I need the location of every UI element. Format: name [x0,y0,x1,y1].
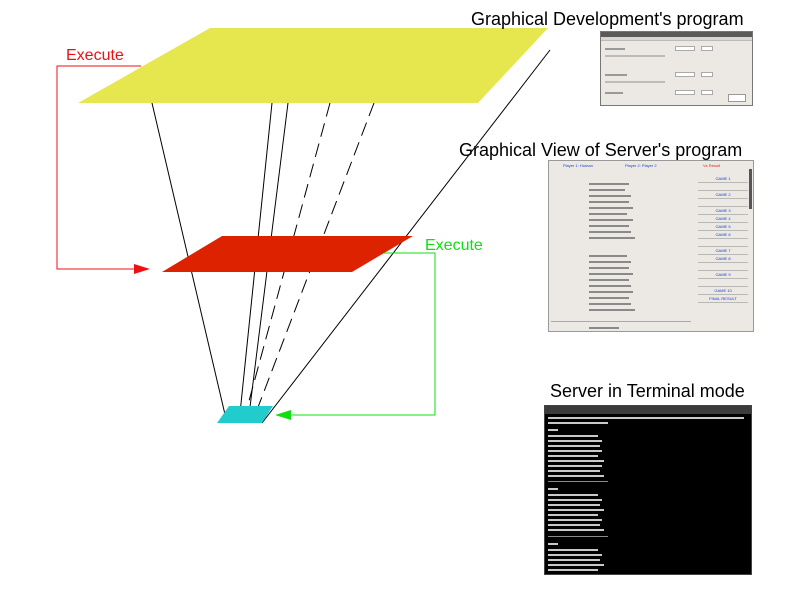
server-view-game-list: GAME 1 GAME 2 GAME 3 GAME 4 GAME 5 GAME … [698,175,748,303]
graphical-dev-title: Graphical Development's program [471,9,744,29]
bottom-plane [217,406,273,423]
game-cell: FINAL RESULT [698,295,748,303]
dev-program-screenshot [600,31,753,106]
server-view-scrollbar [749,169,752,209]
server-view-header-left: Player 1: Human [563,163,593,168]
execute-green-label: Execute [425,237,483,254]
game-cell: GAME 3 [698,207,748,215]
game-cell: GAME 9 [698,271,748,279]
server-view-header-right: Vs Result [703,163,721,168]
top-plane [78,28,548,103]
execute-green-arrow [275,252,436,420]
execute-red-arrow [56,65,150,274]
graphical-view-title: Graphical View of Server's program [459,140,743,160]
server-terminal-title: Server in Terminal mode [550,381,745,401]
server-view-header-mid: Player 2: Player 2 [625,163,657,168]
server-view-screenshot: Player 1: Human Player 2: Player 2 Vs Re… [548,160,754,332]
middle-plane [162,236,413,272]
game-cell: GAME 8 [698,255,748,263]
game-cell: GAME 1 [698,175,748,183]
game-cell: GAME 2 [698,191,748,199]
terminal-screenshot [544,405,752,575]
execute-red-label: Execute [66,47,124,64]
game-cell: GAME 10 [698,287,748,295]
game-cell: GAME 5 [698,223,748,231]
game-cell: GAME 6 [698,231,748,239]
game-cell: GAME 4 [698,215,748,223]
game-cell: GAME 7 [698,247,748,255]
